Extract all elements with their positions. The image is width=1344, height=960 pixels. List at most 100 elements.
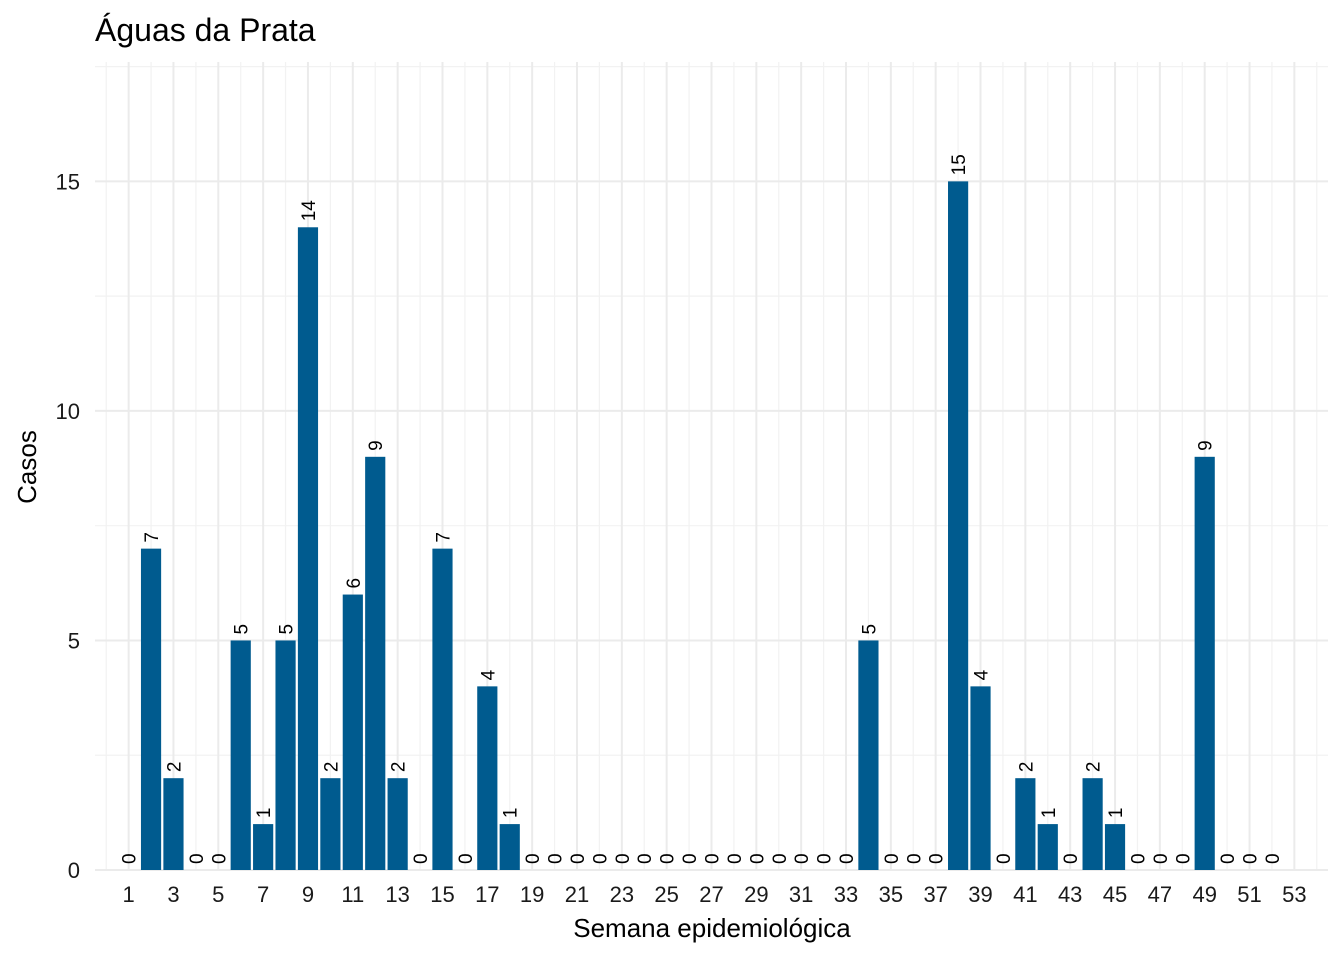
data-label: 7	[142, 532, 163, 543]
bar	[230, 640, 251, 870]
data-label: 0	[1241, 853, 1262, 864]
x-tick-label: 25	[654, 882, 678, 907]
data-label: 0	[837, 853, 858, 864]
data-label: 0	[568, 853, 589, 864]
x-tick-label: 5	[212, 882, 224, 907]
x-tick-label: 45	[1103, 882, 1127, 907]
data-label: 14	[299, 200, 320, 222]
bar	[948, 181, 969, 870]
data-label: 0	[770, 853, 791, 864]
data-label: 4	[972, 669, 993, 680]
bar	[477, 686, 498, 870]
data-label: 0	[613, 853, 634, 864]
x-tick-label: 33	[834, 882, 858, 907]
data-label: 1	[1106, 808, 1127, 819]
bar	[499, 824, 520, 870]
data-label: 15	[949, 154, 970, 175]
y-axis-ticks: 0 5 10 15	[56, 169, 80, 883]
bar	[275, 640, 296, 870]
x-tick-label: 1	[123, 882, 135, 907]
data-label: 0	[792, 853, 813, 864]
x-tick-label: 21	[565, 882, 589, 907]
x-tick-label: 27	[699, 882, 723, 907]
data-label: 0	[1263, 853, 1284, 864]
data-label: 0	[703, 853, 724, 864]
x-tick-label: 47	[1148, 882, 1172, 907]
x-tick-label: 7	[257, 882, 269, 907]
bar	[1104, 824, 1126, 870]
x-tick-label: 9	[302, 882, 314, 907]
data-label: 0	[658, 853, 679, 864]
data-label: 7	[433, 532, 454, 543]
data-label: 0	[882, 853, 903, 864]
data-label: 0	[994, 853, 1015, 864]
data-label: 0	[725, 853, 746, 864]
data-label: 0	[904, 853, 925, 864]
data-label: 0	[1218, 853, 1239, 864]
data-label: 2	[164, 762, 185, 773]
x-tick-label: 23	[610, 882, 634, 907]
x-tick-label: 39	[968, 882, 992, 907]
x-tick-label: 51	[1237, 882, 1261, 907]
bar	[140, 548, 162, 870]
x-tick-label: 15	[430, 882, 454, 907]
bar	[365, 456, 386, 870]
bar	[858, 640, 879, 870]
bar	[387, 778, 408, 870]
data-label: 0	[546, 853, 567, 864]
bar	[1037, 824, 1058, 870]
data-label: 0	[1061, 853, 1082, 864]
x-tick-label: 19	[520, 882, 544, 907]
data-label: 9	[1196, 440, 1217, 451]
x-tick-label: 29	[744, 882, 768, 907]
x-axis-ticks: 1 3 5 7 9 11 13 15 17 19 21 23 25 27 29 31 33 35 37 39 41 43 4…	[123, 882, 1307, 907]
data-label: 2	[389, 762, 410, 773]
data-label: 2	[1016, 762, 1037, 773]
data-label: 0	[747, 853, 768, 864]
bar	[253, 824, 274, 870]
x-axis-title: Semana epidemiológica	[573, 913, 851, 943]
bar	[163, 778, 184, 870]
x-tick-label: 13	[385, 882, 409, 907]
bar	[342, 594, 363, 870]
data-label: 0	[680, 853, 701, 864]
x-tick-label: 3	[167, 882, 179, 907]
data-label: 5	[232, 624, 253, 635]
data-label: 1	[254, 808, 275, 819]
x-tick-label: 49	[1192, 882, 1216, 907]
data-label: 5	[859, 624, 880, 635]
data-label: 1	[1039, 808, 1060, 819]
x-tick-label: 37	[923, 882, 947, 907]
data-label: 6	[344, 578, 365, 589]
bar	[320, 778, 341, 870]
bar	[1015, 778, 1036, 870]
x-tick-label: 53	[1282, 882, 1306, 907]
bar	[1082, 778, 1103, 870]
y-tick-label: 0	[68, 858, 80, 883]
data-label: 0	[927, 853, 948, 864]
bars	[140, 181, 1215, 871]
chart-title: Águas da Prata	[95, 12, 316, 48]
x-tick-label: 35	[879, 882, 903, 907]
y-axis-title: Casos	[12, 430, 42, 504]
y-tick-label: 15	[56, 169, 80, 194]
data-label: 0	[523, 853, 544, 864]
bar	[432, 548, 453, 870]
x-tick-label: 31	[789, 882, 813, 907]
x-tick-label: 43	[1058, 882, 1082, 907]
data-label: 5	[277, 624, 298, 635]
data-label: 0	[1151, 853, 1172, 864]
x-tick-label: 11	[341, 882, 364, 907]
data-label: 0	[411, 853, 432, 864]
data-label: 0	[1173, 853, 1194, 864]
y-tick-label: 10	[56, 399, 80, 424]
y-tick-label: 5	[68, 628, 80, 653]
data-label: 2	[321, 762, 342, 773]
data-label: 0	[120, 853, 141, 864]
data-label: 0	[635, 853, 656, 864]
bar	[1194, 456, 1215, 870]
data-label: 0	[209, 853, 230, 864]
bar	[297, 227, 319, 871]
